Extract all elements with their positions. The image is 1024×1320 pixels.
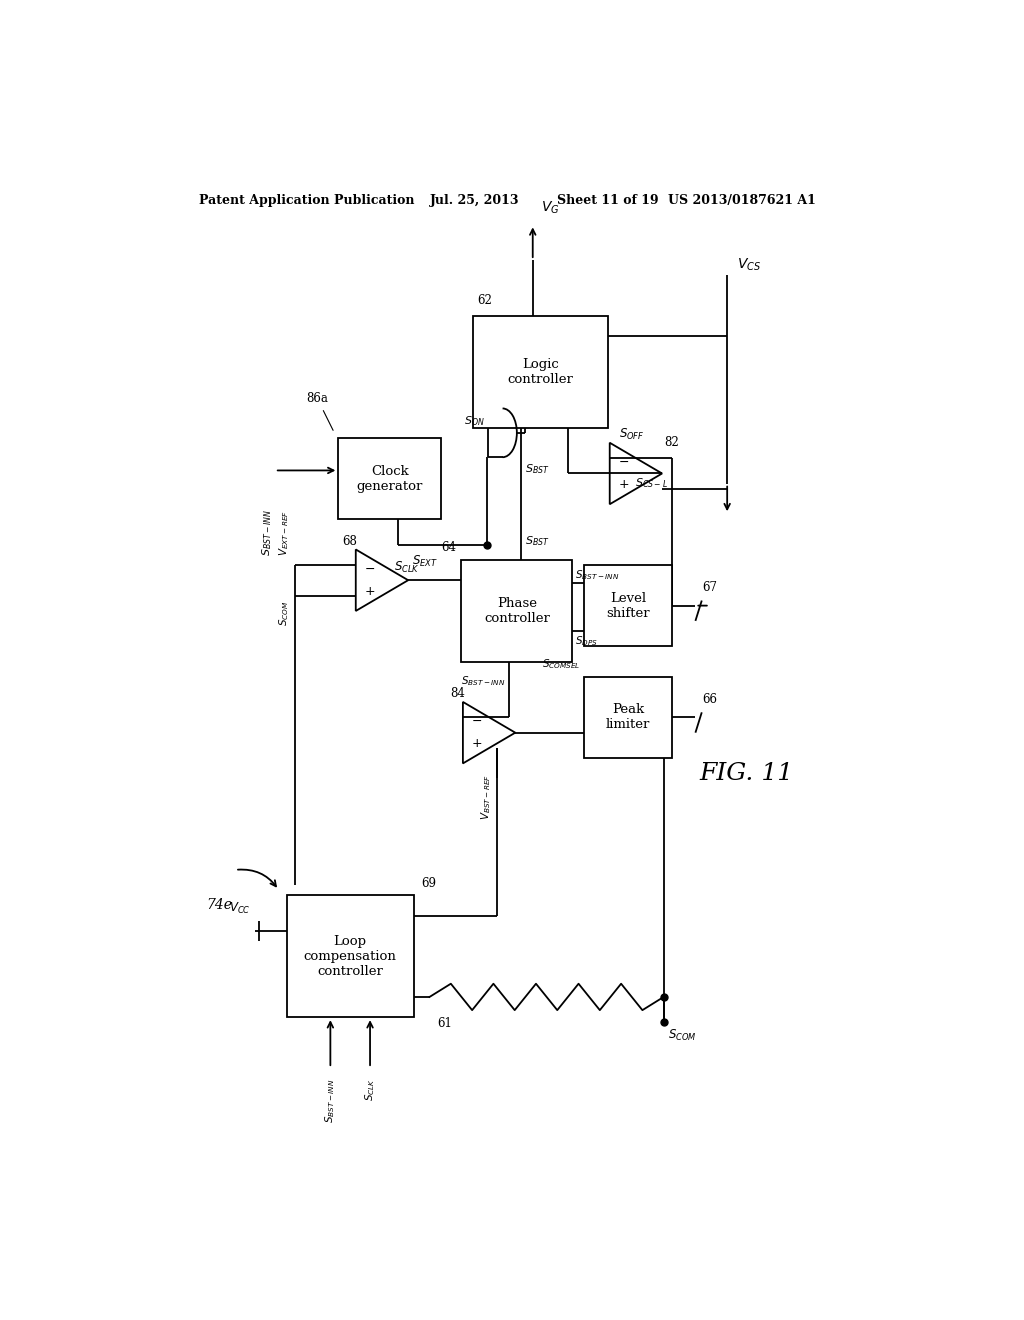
Text: $V_G$: $V_G$: [541, 199, 559, 216]
Text: −: −: [472, 715, 482, 729]
Text: $V_{BST-REF}$: $V_{BST-REF}$: [479, 774, 494, 820]
Text: $S_{DPS}$: $S_{DPS}$: [574, 635, 598, 648]
Text: Loop
compensation
controller: Loop compensation controller: [304, 935, 396, 978]
Bar: [473, 315, 608, 428]
Text: 86a: 86a: [306, 392, 333, 430]
Text: $S_{CS-L}$: $S_{CS-L}$: [635, 477, 668, 490]
Text: $S_{BST}$: $S_{BST}$: [524, 535, 550, 549]
Text: $S_{BST}$: $S_{BST}$: [524, 462, 550, 477]
Bar: [287, 895, 414, 1018]
Text: Clock
generator: Clock generator: [356, 465, 423, 492]
Text: 84: 84: [450, 686, 465, 700]
Text: 61: 61: [437, 1018, 453, 1030]
Text: $S_{COM}$: $S_{COM}$: [668, 1027, 696, 1043]
Text: $V_{CS}$: $V_{CS}$: [736, 257, 761, 273]
Text: $S_{BST-INN}$: $S_{BST-INN}$: [260, 510, 273, 557]
Text: US 2013/0187621 A1: US 2013/0187621 A1: [668, 194, 815, 207]
Text: 82: 82: [665, 436, 679, 449]
Text: $S_{BST-INN}$: $S_{BST-INN}$: [461, 673, 505, 688]
Text: 74e: 74e: [206, 899, 232, 912]
Text: $S_{COMSEL}$: $S_{COMSEL}$: [542, 657, 581, 672]
Text: $S_{CLK}$: $S_{CLK}$: [394, 560, 420, 576]
Text: +: +: [618, 478, 629, 491]
Text: $V_{CC}$: $V_{CC}$: [229, 900, 251, 916]
Text: Level
shifter: Level shifter: [606, 591, 650, 619]
Text: FIG. 11: FIG. 11: [699, 762, 794, 785]
Text: $S_{BST-INN}$: $S_{BST-INN}$: [324, 1078, 337, 1122]
Text: 69: 69: [422, 876, 436, 890]
Text: $S_{CLK}$: $S_{CLK}$: [364, 1078, 377, 1101]
Text: $S_{EXT}$: $S_{EXT}$: [412, 554, 438, 569]
Text: Phase
controller: Phase controller: [484, 597, 550, 624]
Text: $S_{BST-INN}$: $S_{BST-INN}$: [574, 568, 620, 582]
Bar: [585, 565, 672, 647]
Text: 67: 67: [701, 581, 717, 594]
Text: Logic
controller: Logic controller: [508, 358, 573, 385]
Text: Jul. 25, 2013: Jul. 25, 2013: [430, 194, 519, 207]
Text: 66: 66: [701, 693, 717, 706]
Text: Patent Application Publication: Patent Application Publication: [200, 194, 415, 207]
Bar: [461, 560, 572, 661]
Text: Sheet 11 of 19: Sheet 11 of 19: [557, 194, 658, 207]
Text: 62: 62: [477, 294, 493, 308]
Text: $S_{COM}$: $S_{COM}$: [276, 601, 291, 627]
Text: $V_{EXT-REF}$: $V_{EXT-REF}$: [276, 511, 291, 557]
Bar: [338, 438, 441, 519]
Text: $S_{ON}$: $S_{ON}$: [464, 413, 484, 428]
Text: −: −: [618, 455, 629, 469]
Text: 68: 68: [343, 535, 357, 548]
Text: Peak
limiter: Peak limiter: [606, 704, 650, 731]
Bar: [585, 677, 672, 758]
Text: 64: 64: [441, 541, 457, 554]
Text: −: −: [365, 562, 375, 576]
Text: +: +: [472, 738, 482, 750]
Text: $S_{OFF}$: $S_{OFF}$: [618, 426, 644, 442]
Text: +: +: [365, 585, 375, 598]
